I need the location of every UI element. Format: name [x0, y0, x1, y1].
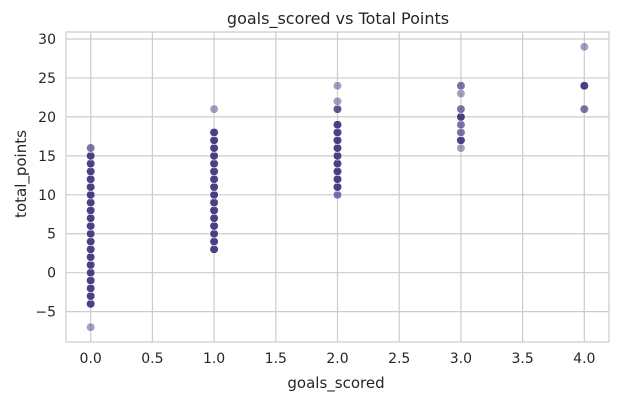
- data-point: [86, 291, 96, 301]
- x-tick-labels: 0.0 0.5 1.0 1.5 2.0 2.5 3.0 3.5 4.0: [80, 351, 596, 367]
- data-point: [332, 151, 343, 161]
- data-point: [86, 190, 96, 200]
- data-point: [456, 81, 466, 91]
- y-axis-label: total_points: [12, 130, 31, 218]
- data-point: [579, 42, 589, 52]
- data-point: [332, 127, 343, 138]
- x-tick-label: 1.0: [203, 351, 225, 367]
- x-tick-label: 0.0: [80, 351, 102, 367]
- data-point: [86, 236, 96, 247]
- data-point: [456, 143, 466, 153]
- data-point: [332, 96, 343, 106]
- data-point: [332, 120, 343, 130]
- data-point: [209, 205, 219, 215]
- data-point: [86, 197, 96, 208]
- data-point: [332, 135, 343, 145]
- data-point: [86, 213, 96, 223]
- data-point: [86, 299, 96, 309]
- data-point: [86, 143, 96, 153]
- data-point: [579, 104, 589, 114]
- y-tick-labels: −5 0 5 10 15 20 25 30: [35, 32, 56, 321]
- data-point: [456, 112, 466, 122]
- data-point: [332, 159, 343, 169]
- y-tick-label: −5: [35, 305, 56, 321]
- data-point: [209, 236, 219, 247]
- x-tick-label: 3.5: [511, 351, 533, 367]
- data-point: [86, 151, 96, 161]
- y-tick-label: 5: [47, 227, 56, 243]
- y-tick-label: 0: [47, 266, 56, 282]
- data-point: [209, 104, 219, 114]
- data-point: [86, 182, 96, 192]
- data-point: [86, 275, 96, 286]
- data-point: [456, 135, 466, 145]
- data-point: [209, 182, 219, 192]
- data-point: [209, 159, 219, 169]
- data-point: [86, 252, 96, 262]
- data-point: [86, 166, 96, 177]
- chart-title: goals_scored vs Total Points: [227, 9, 449, 29]
- data-point: [86, 283, 96, 293]
- data-point: [209, 174, 219, 184]
- data-point: [332, 182, 343, 192]
- x-axis-label: goals_scored: [287, 374, 384, 393]
- y-tick-label: 10: [38, 188, 56, 204]
- y-tick-label: 30: [38, 32, 56, 48]
- x-tick-label: 2.0: [326, 351, 348, 367]
- x-tick-label: 0.5: [141, 351, 163, 367]
- data-point: [86, 268, 96, 278]
- data-point: [86, 260, 96, 270]
- data-point: [209, 166, 219, 177]
- x-tick-label: 3.0: [450, 351, 472, 367]
- y-tick-label: 20: [38, 110, 56, 126]
- x-tick-label: 2.5: [388, 351, 410, 367]
- data-point: [209, 197, 219, 208]
- data-point: [86, 221, 96, 231]
- data-point: [209, 244, 219, 254]
- data-point: [209, 135, 219, 145]
- data-point: [332, 143, 343, 153]
- data-point: [209, 143, 219, 153]
- data-point: [86, 205, 96, 215]
- data-point: [86, 244, 96, 254]
- data-point: [332, 166, 343, 177]
- data-points: [86, 42, 589, 332]
- data-point: [86, 174, 96, 184]
- data-point: [579, 81, 589, 91]
- data-point: [332, 81, 343, 91]
- data-point: [86, 159, 96, 169]
- y-tick-label: 15: [38, 149, 56, 165]
- plot-area-frame: [65, 31, 610, 343]
- data-point: [209, 190, 219, 200]
- data-point: [332, 190, 343, 200]
- data-point: [86, 322, 96, 332]
- data-point: [456, 88, 466, 99]
- data-point: [86, 229, 96, 239]
- data-point: [456, 104, 466, 114]
- data-point: [456, 120, 466, 130]
- data-point: [209, 221, 219, 231]
- data-point: [209, 127, 219, 138]
- data-point: [209, 229, 219, 239]
- data-point: [456, 127, 466, 138]
- y-tick-label: 25: [38, 71, 56, 87]
- data-point: [332, 104, 343, 114]
- data-point: [209, 151, 219, 161]
- x-tick-label: 4.0: [573, 351, 595, 367]
- data-point: [332, 174, 343, 184]
- x-tick-label: 1.5: [265, 351, 287, 367]
- data-point: [209, 213, 219, 223]
